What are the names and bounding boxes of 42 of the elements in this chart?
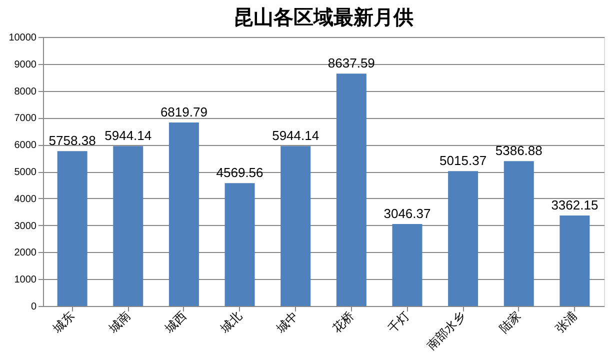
y-tick-label: 5000 [14,167,37,178]
bar [57,151,88,306]
x-tick-label: 城东 [50,308,78,336]
bar [280,146,311,306]
bar [448,171,478,306]
data-label: 5758.38 [48,133,96,148]
data-label: 6819.79 [160,104,208,120]
y-tick-label: 9000 [14,59,37,70]
x-tick-label: 南部水乡 [424,308,468,352]
y-tick-label: 10000 [8,32,37,44]
data-label: 4569.56 [216,165,264,180]
y-tick-label: 7000 [14,113,37,124]
data-label: 5944.14 [272,128,320,144]
x-tick-label: 张浦 [552,308,580,336]
x-tick-label: 城北 [217,308,245,336]
x-tick-label: 千灯 [385,308,412,336]
y-tick-label: 0 [30,302,37,312]
data-label: 5015.37 [440,153,487,168]
bar [113,146,144,306]
x-tick-label: 城西 [161,308,189,336]
bar [336,74,366,306]
x-tick-label: 花桥 [329,308,356,336]
y-tick-label: 6000 [14,140,37,152]
data-label: 5386.88 [495,143,542,158]
chart-title: 昆山各区域最新月供 [234,5,414,29]
bar [560,216,590,306]
data-label: 3362.15 [551,198,598,213]
y-tick-label: 1000 [14,274,37,286]
bar [168,122,199,306]
x-tick-label: 城中 [272,308,301,336]
data-label: 5944.14 [104,128,152,144]
y-tick-label: 2000 [14,248,37,259]
bar [392,224,422,306]
y-tick-label: 4000 [14,194,37,205]
data-label: 8637.59 [328,56,375,71]
y-tick-label: 8000 [14,86,37,98]
bar [504,161,534,306]
x-tick-label: 陆家 [496,308,524,336]
data-label: 3046.37 [384,206,431,222]
bar [224,183,255,306]
x-tick-label: 城南 [106,308,134,336]
y-tick-label: 3000 [14,220,37,232]
